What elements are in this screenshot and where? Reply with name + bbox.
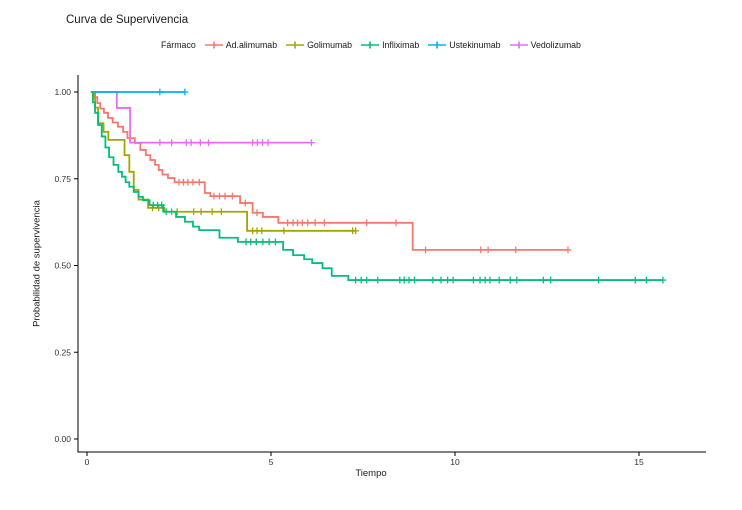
legend-label: Ustekinumab [449, 40, 501, 50]
y-tick-label: 0.50 [54, 261, 71, 271]
legend-key-icon [428, 41, 447, 49]
survival-curve-infliximab [90, 91, 663, 281]
x-tick-label: 10 [450, 457, 460, 467]
y-tick-label: 0.00 [54, 434, 71, 444]
legend-entries: Ad.alimumab Golimumab Infliximab Ustekinuma… [204, 40, 581, 50]
survival-curve-vedolizumab [92, 91, 312, 144]
legend: Fármaco Ad.alimumab Golimumab Infliximab Us… [0, 40, 742, 50]
censor-marks-vedolizumab [156, 139, 315, 147]
censor-marks-infliximab [149, 201, 667, 284]
y-tick-label: 0.25 [54, 347, 71, 357]
legend-label: Ad.alimumab [225, 40, 278, 50]
survival-curve-ad.alimumab [92, 91, 568, 251]
legend-key-icon [286, 41, 305, 49]
chart-title: Curva de Supervivencia [66, 14, 189, 26]
legend-key-icon [204, 41, 223, 49]
x-tick-label: 15 [634, 457, 644, 467]
x-axis-label: Tiempo [355, 468, 387, 479]
x-tick-label: 0 [85, 457, 90, 467]
legend-entry-infliximab: Infliximab [361, 40, 419, 50]
legend-label: Golimumab [307, 40, 353, 50]
legend-key-icon [509, 41, 528, 49]
y-axis-label: Probabilidad de supervivencia [31, 200, 43, 327]
censor-marks-ad.alimumab [175, 178, 572, 254]
legend-entry-golimumab: Golimumab [286, 40, 352, 50]
legend-entry-ustekinumab: Ustekinumab [428, 40, 501, 50]
legend-entry-ad.alimumab: Ad.alimumab [204, 40, 278, 50]
legend-label: Vedolizumab [530, 40, 581, 50]
legend-key-icon [361, 41, 380, 49]
legend-entry-vedolizumab: Vedolizumab [509, 40, 581, 50]
legend-label: Infliximab [382, 40, 420, 50]
survival-curve-golimumab [92, 91, 356, 232]
y-tick-label: 1.00 [54, 87, 71, 97]
y-tick-label: 0.75 [54, 174, 71, 184]
censor-marks-ustekinumab [156, 88, 189, 96]
x-tick-label: 5 [269, 457, 274, 467]
censor-marks-golimumab [149, 204, 360, 235]
legend-title: Fármaco [161, 40, 196, 50]
